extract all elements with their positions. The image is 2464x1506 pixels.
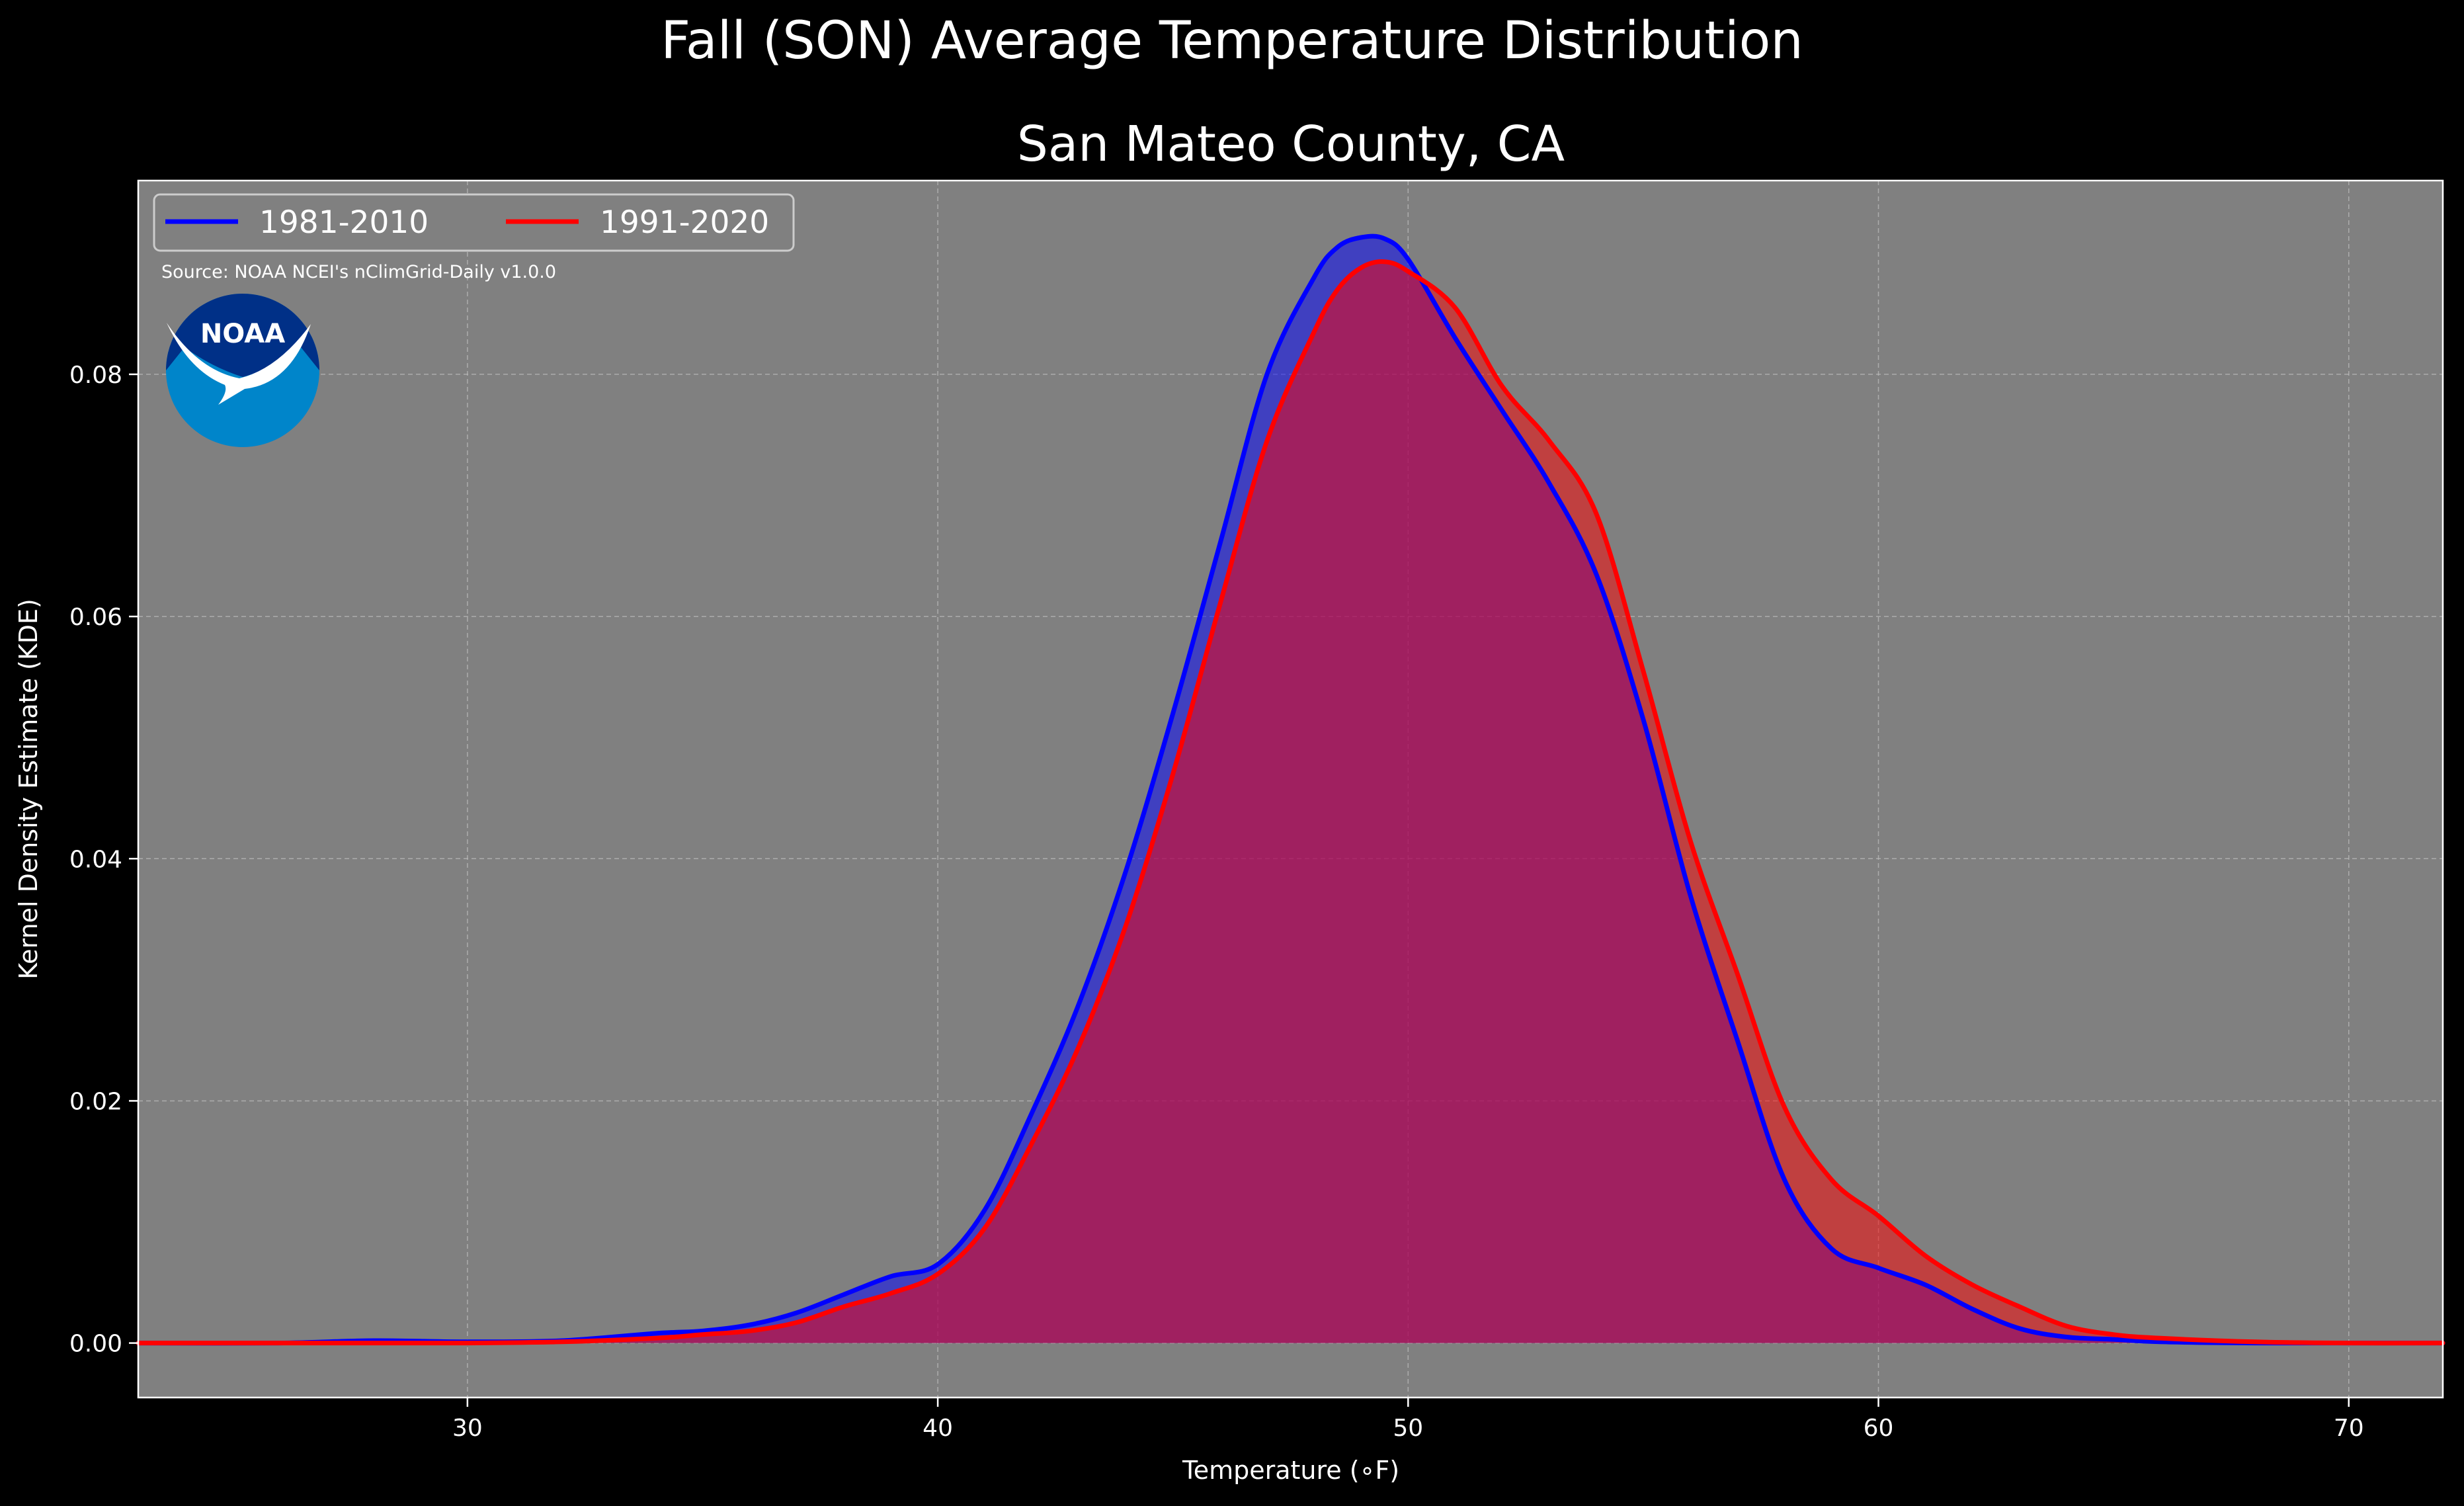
y-tick-label-3: 0.06 xyxy=(69,604,122,631)
x-tick-label-0: 30 xyxy=(452,1415,483,1442)
series-fill-1991-2020 xyxy=(138,261,2443,1343)
x-tick-label-4: 70 xyxy=(2334,1415,2364,1442)
y-tick-label-2: 0.04 xyxy=(69,846,122,873)
legend-box xyxy=(153,193,795,252)
x-axis-label: Temperature (∘F) xyxy=(1182,1456,1399,1485)
series-line-1981-2010 xyxy=(136,233,2445,1346)
y-axis-label: Kernel Density Estimate (KDE) xyxy=(14,599,43,980)
y-axis-ticks: 0.00 0.02 0.04 0.06 0.08 xyxy=(69,362,138,1358)
legend-label-1991-2020: 1991-2020 xyxy=(600,204,769,241)
chart-title: San Mateo County, CA xyxy=(1017,116,1565,173)
series-lines xyxy=(136,233,2445,1346)
x-tick-label-3: 60 xyxy=(1864,1415,1894,1442)
y-tick-label-1: 0.02 xyxy=(69,1088,122,1115)
series-fills xyxy=(138,236,2443,1343)
noaa-logo: NOAA xyxy=(166,294,319,447)
x-tick-label-2: 50 xyxy=(1393,1415,1423,1442)
legend-label-1981-2010: 1981-2010 xyxy=(259,204,429,241)
series-line-1991-2020 xyxy=(136,259,2445,1346)
plot-frame xyxy=(137,179,2444,1399)
source-note: Source: NOAA NCEI's nClimGrid-Daily v1.0… xyxy=(161,262,556,282)
chart-suptitle: Fall (SON) Average Temperature Distribut… xyxy=(661,11,1803,71)
legend: 1981-2010 1991-2020 xyxy=(153,193,795,252)
x-axis-ticks: 30 40 50 60 70 xyxy=(452,1398,2364,1442)
y-tick-label-4: 0.08 xyxy=(69,362,122,389)
noaa-logo-text: NOAA xyxy=(200,319,285,349)
y-tick-label-0: 0.00 xyxy=(69,1331,122,1358)
noaa-logo-top xyxy=(166,294,319,377)
noaa-logo-gull xyxy=(167,323,311,405)
x-tick-label-1: 40 xyxy=(923,1415,953,1442)
